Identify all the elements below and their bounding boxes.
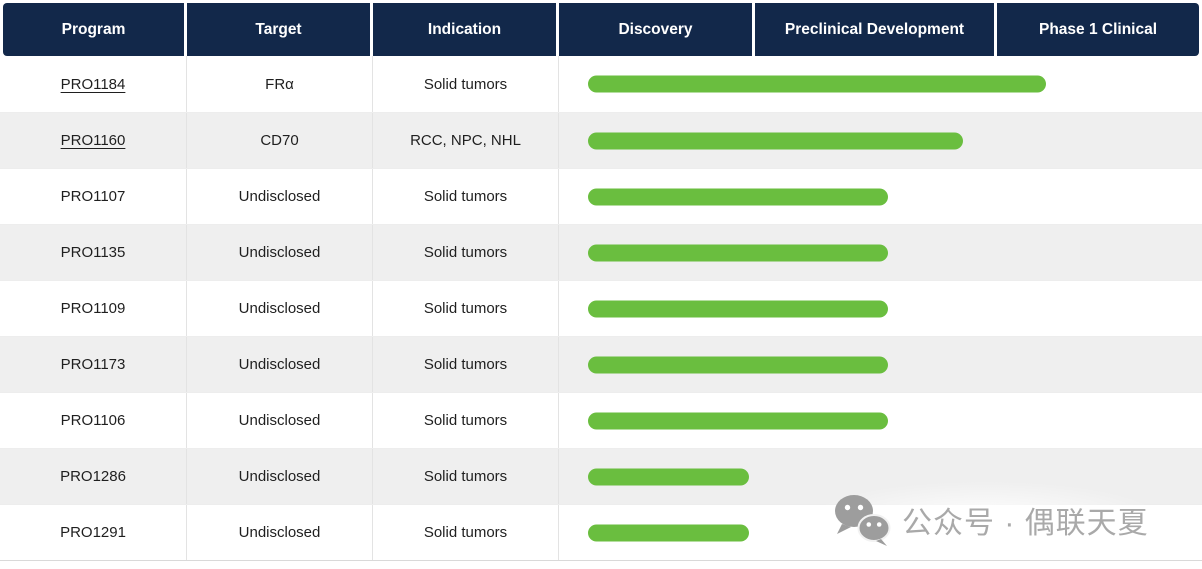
indication-cell: Solid tumors <box>373 505 559 560</box>
column-header-target: Target <box>187 3 373 56</box>
stage-progress-cell <box>559 281 1202 336</box>
column-header-discovery: Discovery <box>559 3 755 56</box>
progress-bar <box>587 75 1046 93</box>
program-link[interactable]: PRO1160 <box>60 132 126 149</box>
table-row: PRO1106 Undisclosed Solid tumors <box>0 392 1202 448</box>
indication-cell: Solid tumors <box>373 449 559 504</box>
table-header: Program Target Indication Discovery Prec… <box>3 3 1199 56</box>
stage-progress-cell <box>559 449 1202 504</box>
target-cell: Undisclosed <box>187 225 373 280</box>
target-cell: FRα <box>187 56 373 112</box>
program-cell: PRO1286 <box>0 449 187 504</box>
stage-progress-cell <box>559 393 1202 448</box>
stage-progress-cell <box>559 56 1202 112</box>
wechat-icon <box>835 495 891 546</box>
stage-progress-cell <box>559 113 1202 168</box>
indication-cell: Solid tumors <box>373 56 559 112</box>
progress-bar <box>587 244 889 261</box>
program-link: PRO1286 <box>60 468 126 485</box>
watermark-text: 公众号 · 偶联天夏 <box>902 507 1149 540</box>
program-cell: PRO1107 <box>0 169 187 224</box>
program-cell: PRO1184 <box>0 56 187 112</box>
watermark: 公众号 · 偶联天夏 <box>807 481 1164 557</box>
table-row: PRO1160 CD70 RCC, NPC, NHL <box>0 112 1202 168</box>
program-cell: PRO1291 <box>0 505 187 560</box>
progress-bar <box>587 356 889 373</box>
program-link: PRO1291 <box>60 524 126 541</box>
stage-progress-cell <box>559 337 1202 392</box>
stage-progress-cell <box>559 169 1202 224</box>
program-cell: PRO1160 <box>0 113 187 168</box>
program-link[interactable]: PRO1184 <box>60 75 126 93</box>
progress-bar <box>587 412 889 429</box>
table-row: PRO1135 Undisclosed Solid tumors <box>0 224 1202 280</box>
table-row: PRO1109 Undisclosed Solid tumors <box>0 280 1202 336</box>
table-row: PRO1184 FRα Solid tumors <box>0 56 1202 112</box>
column-header-phase1: Phase 1 Clinical <box>997 3 1199 56</box>
target-cell: Undisclosed <box>187 449 373 504</box>
program-link: PRO1109 <box>60 300 126 317</box>
indication-cell: Solid tumors <box>373 281 559 336</box>
stage-progress-cell <box>559 225 1202 280</box>
target-cell: Undisclosed <box>187 169 373 224</box>
program-cell: PRO1135 <box>0 225 187 280</box>
indication-cell: RCC, NPC, NHL <box>373 113 559 168</box>
indication-cell: Solid tumors <box>373 393 559 448</box>
target-cell: Undisclosed <box>187 393 373 448</box>
target-cell: Undisclosed <box>187 505 373 560</box>
column-header-program: Program <box>3 3 187 56</box>
program-link: PRO1106 <box>60 412 126 429</box>
program-link: PRO1173 <box>60 356 126 373</box>
table-body: PRO1184 FRα Solid tumors PRO1160 CD70 RC… <box>0 56 1202 561</box>
progress-bar <box>587 524 750 541</box>
program-link: PRO1107 <box>60 188 126 205</box>
indication-cell: Solid tumors <box>373 337 559 392</box>
target-cell: Undisclosed <box>187 281 373 336</box>
progress-bar <box>587 188 889 205</box>
program-cell: PRO1173 <box>0 337 187 392</box>
target-cell: CD70 <box>187 113 373 168</box>
target-cell: Undisclosed <box>187 337 373 392</box>
table-row: PRO1173 Undisclosed Solid tumors <box>0 336 1202 392</box>
progress-bar <box>587 132 963 149</box>
indication-cell: Solid tumors <box>373 225 559 280</box>
table-row: PRO1107 Undisclosed Solid tumors <box>0 168 1202 224</box>
program-link: PRO1135 <box>60 244 126 261</box>
column-header-indication: Indication <box>373 3 559 56</box>
program-cell: PRO1109 <box>0 281 187 336</box>
progress-bar <box>587 468 750 485</box>
progress-bar <box>587 300 889 317</box>
program-cell: PRO1106 <box>0 393 187 448</box>
indication-cell: Solid tumors <box>373 169 559 224</box>
stage-progress-cell <box>559 505 1202 560</box>
column-header-preclinical: Preclinical Development <box>755 3 997 56</box>
